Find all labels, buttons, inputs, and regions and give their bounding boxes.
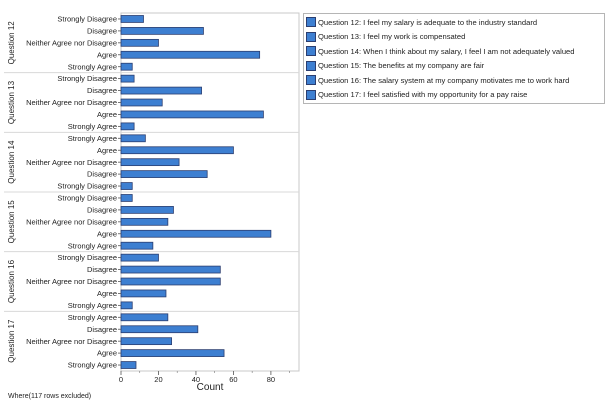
bar — [120, 50, 261, 59]
category-label: Strongly Disagree — [57, 253, 117, 262]
category-label: Neither Agree nor Disagree — [26, 277, 117, 286]
category-label: Neither Agree nor Disagree — [26, 38, 117, 47]
category-label: Strongly Disagree — [57, 15, 117, 24]
x-axis-title: Count — [197, 382, 224, 393]
bar — [120, 277, 221, 286]
legend-swatch — [306, 60, 316, 71]
category-label: Agree — [97, 289, 117, 298]
bar — [120, 122, 135, 131]
excluded-rows-note: Where(117 rows excluded) — [8, 393, 92, 400]
category-label: Disagree — [87, 27, 117, 36]
category-label: Strongly Disagree — [57, 194, 117, 203]
bar — [120, 265, 221, 274]
category-label: Strongly Agree — [68, 122, 117, 131]
bar — [120, 301, 133, 310]
legend-label: Question 13: I feel my work is compensat… — [318, 32, 466, 42]
bar — [120, 62, 133, 71]
bar — [120, 349, 225, 357]
category-label: Agree — [97, 146, 117, 155]
category-label: Strongly Agree — [68, 313, 117, 322]
x-tick-label: 80 — [267, 375, 275, 384]
category-label: Agree — [97, 229, 117, 238]
category-label: Strongly Agree — [68, 241, 117, 250]
legend-label: Question 12: I feel my salary is adequat… — [318, 17, 538, 27]
category-label: Agree — [97, 50, 117, 59]
bar — [120, 15, 144, 23]
bar — [120, 86, 202, 95]
legend-swatch — [306, 31, 316, 42]
bar — [120, 289, 167, 298]
bar — [120, 74, 135, 83]
category-label: Disagree — [87, 86, 117, 95]
x-tick-label: 0 — [119, 375, 123, 384]
group-label: Question 16 — [7, 259, 16, 303]
category-label: Strongly Agree — [68, 134, 117, 143]
legend-label: Question 15: The benefits at my company … — [318, 61, 485, 71]
bar — [120, 241, 154, 250]
legend-item: Question 16: The salary system at my com… — [304, 73, 604, 88]
bar — [120, 98, 163, 107]
legend-swatch — [306, 75, 316, 86]
bar — [120, 229, 272, 238]
legend-swatch — [306, 17, 316, 28]
legend-item: Question 17: I feel satisfied with my op… — [304, 88, 604, 103]
bar — [120, 182, 133, 190]
bar — [120, 206, 174, 214]
x-tick-label: 20 — [154, 375, 162, 384]
x-tick-label: 60 — [229, 375, 237, 384]
category-label: Strongly Agree — [68, 361, 117, 370]
category-label: Agree — [97, 349, 117, 358]
category-label: Disagree — [87, 170, 117, 179]
category-label: Disagree — [87, 325, 117, 334]
bar — [120, 27, 204, 35]
group-label: Question 17 — [7, 319, 16, 363]
bar — [120, 313, 169, 322]
group-label: Question 15 — [7, 200, 16, 244]
category-label: Disagree — [87, 265, 117, 274]
category-label: Neither Agree nor Disagree — [26, 98, 117, 107]
legend-label: Question 14: When I think about my salar… — [318, 46, 575, 56]
bar — [120, 325, 199, 334]
legend-item: Question 14: When I think about my salar… — [304, 44, 604, 59]
category-label: Strongly Agree — [68, 62, 117, 71]
bar — [120, 194, 133, 202]
legend-label: Question 16: The salary system at my com… — [318, 75, 570, 85]
bar — [120, 337, 172, 346]
category-label: Neither Agree nor Disagree — [26, 158, 117, 167]
bar — [120, 110, 264, 119]
legend-item: Question 13: I feel my work is compensat… — [304, 30, 604, 45]
bar — [120, 38, 159, 47]
bar — [120, 361, 137, 369]
x-tick-label: 40 — [192, 375, 200, 384]
legend-item: Question 12: I feel my salary is adequat… — [304, 15, 604, 30]
group-label: Question 13 — [7, 80, 16, 124]
category-label: Neither Agree nor Disagree — [26, 217, 117, 226]
legend-swatch — [306, 89, 316, 100]
bar — [120, 217, 169, 226]
category-label: Strongly Agree — [68, 301, 117, 310]
bar — [120, 134, 146, 143]
legend-label: Question 17: I feel satisfied with my op… — [318, 90, 528, 100]
bar — [120, 253, 159, 262]
legend-item: Question 15: The benefits at my company … — [304, 59, 604, 74]
category-label: Disagree — [87, 206, 117, 215]
legend-swatch — [306, 46, 316, 57]
category-label: Strongly Disagree — [57, 74, 117, 83]
bar — [120, 158, 180, 167]
group-label: Question 12 — [7, 21, 16, 65]
bar — [120, 146, 234, 155]
category-label: Agree — [97, 110, 117, 119]
category-label: Neither Agree nor Disagree — [26, 337, 117, 346]
bar — [120, 170, 208, 178]
group-label: Question 14 — [7, 140, 16, 184]
category-label: Strongly Disagree — [57, 182, 117, 191]
chart-legend: Question 12: I feel my salary is adequat… — [303, 13, 605, 104]
